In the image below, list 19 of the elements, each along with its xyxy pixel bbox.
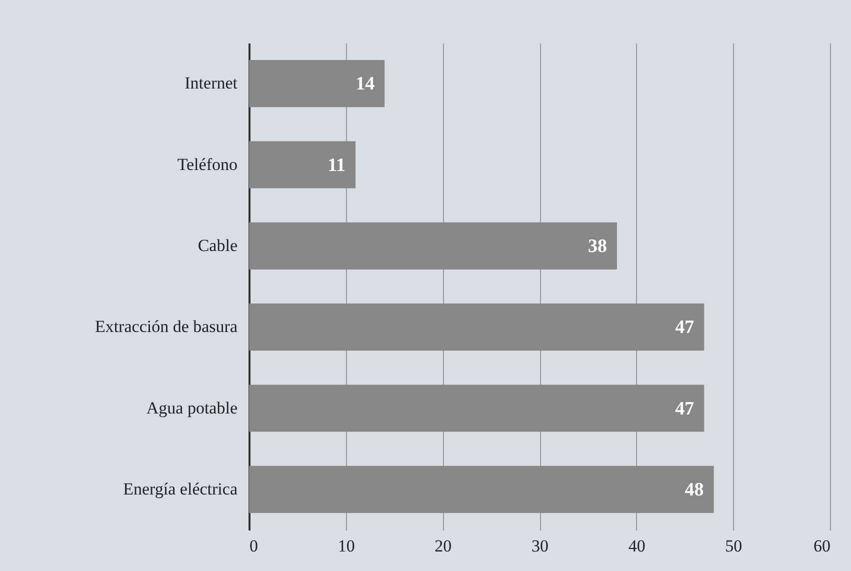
x-tick-label: 40 bbox=[628, 536, 646, 556]
y-tick-label: Cable bbox=[198, 236, 238, 255]
data-label: 48 bbox=[684, 479, 704, 500]
x-tick-label: 50 bbox=[725, 536, 742, 556]
data-label: 11 bbox=[328, 154, 346, 176]
y-tick-label: Energía eléctrica bbox=[123, 479, 238, 498]
data-label: 47 bbox=[675, 317, 695, 338]
data-label: 47 bbox=[675, 398, 695, 420]
x-tick-label: 20 bbox=[434, 536, 452, 556]
y-tick-label: Internet bbox=[184, 74, 238, 93]
y-tick-label: Agua potable bbox=[146, 398, 238, 418]
y-tick-label: Extracción de basura bbox=[94, 317, 238, 336]
x-tick-label: 10 bbox=[338, 536, 355, 556]
data-label: 14 bbox=[356, 74, 376, 95]
x-tick-label: 30 bbox=[532, 536, 548, 556]
y-tick-label: Teléfono bbox=[177, 154, 238, 174]
data-label: 38 bbox=[588, 236, 607, 257]
x-tick-label: 0 bbox=[250, 536, 258, 556]
x-tick-label: 60 bbox=[814, 536, 830, 556]
